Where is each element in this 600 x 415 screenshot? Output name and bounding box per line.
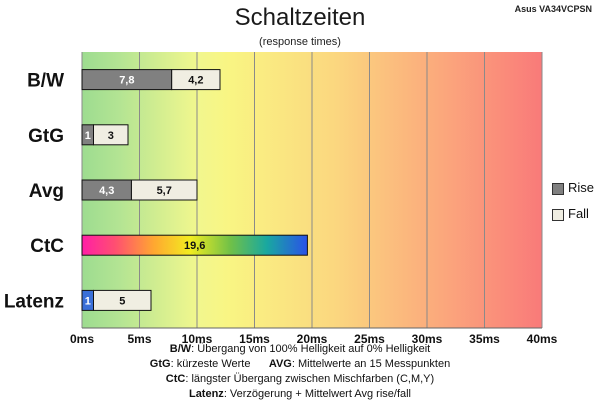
x-tick-label: 25ms — [354, 332, 385, 346]
bar-fall — [93, 124, 129, 146]
bar-value-label: 3 — [108, 130, 114, 142]
bar-value-label: 5 — [119, 295, 125, 307]
x-tick-label: 20ms — [297, 332, 328, 346]
bar-fall — [93, 289, 152, 311]
legend-label-fall: Fall — [568, 206, 589, 221]
bar-fall — [130, 179, 198, 201]
x-tick-label: 5ms — [127, 332, 151, 346]
x-tick-label: 0ms — [70, 332, 94, 346]
bar-value-label: 4,3 — [99, 185, 114, 197]
rise-swatch — [552, 183, 564, 195]
bar-ctc — [81, 234, 308, 256]
x-tick-label: 15ms — [239, 332, 270, 346]
y-category-label: Avg — [29, 181, 64, 202]
chart-title: Schaltzeiten — [234, 4, 366, 31]
legend-label-rise: Rise — [568, 180, 595, 195]
bar-value-label: 1 — [85, 295, 91, 307]
note-latency: Latenz: Verzögerung + Mittelwert Avg ris… — [188, 388, 412, 400]
bar-value-label: 7,8 — [119, 75, 134, 87]
bar-value-label: 19,6 — [184, 240, 205, 252]
fall-swatch — [552, 209, 564, 221]
note-bw: B/W: Übergang von 100% Helligkeit auf 0%… — [169, 343, 431, 355]
bar-value-label: 5,7 — [157, 185, 172, 197]
x-tick-label: 10ms — [182, 332, 213, 346]
note-ctc: CtC: längster Übergang zwischen Mischfar… — [165, 373, 435, 385]
monitor-model-label: Asus VA34VCPSN — [514, 4, 592, 14]
note-gtg-avg: GtG: kürzeste Werte AVG: Mittelwerte an … — [149, 358, 451, 370]
bar-value-label: 4,2 — [188, 75, 203, 87]
x-tick-label: 30ms — [412, 332, 443, 346]
bar-fall — [171, 69, 221, 91]
y-category-label: CtC — [30, 236, 64, 257]
chart-notes: B/W: Übergang von 100% Helligkeit auf 0%… — [0, 342, 600, 402]
bar-value-label: 1 — [85, 130, 91, 142]
y-category-label: Latenz — [4, 291, 64, 312]
y-category-label: GtG — [28, 126, 64, 147]
chart-subtitle: (response times) — [259, 36, 341, 48]
y-category-label: B/W — [27, 71, 64, 92]
x-tick-label: 35ms — [469, 332, 500, 346]
x-tick-label: 40ms — [527, 332, 558, 346]
